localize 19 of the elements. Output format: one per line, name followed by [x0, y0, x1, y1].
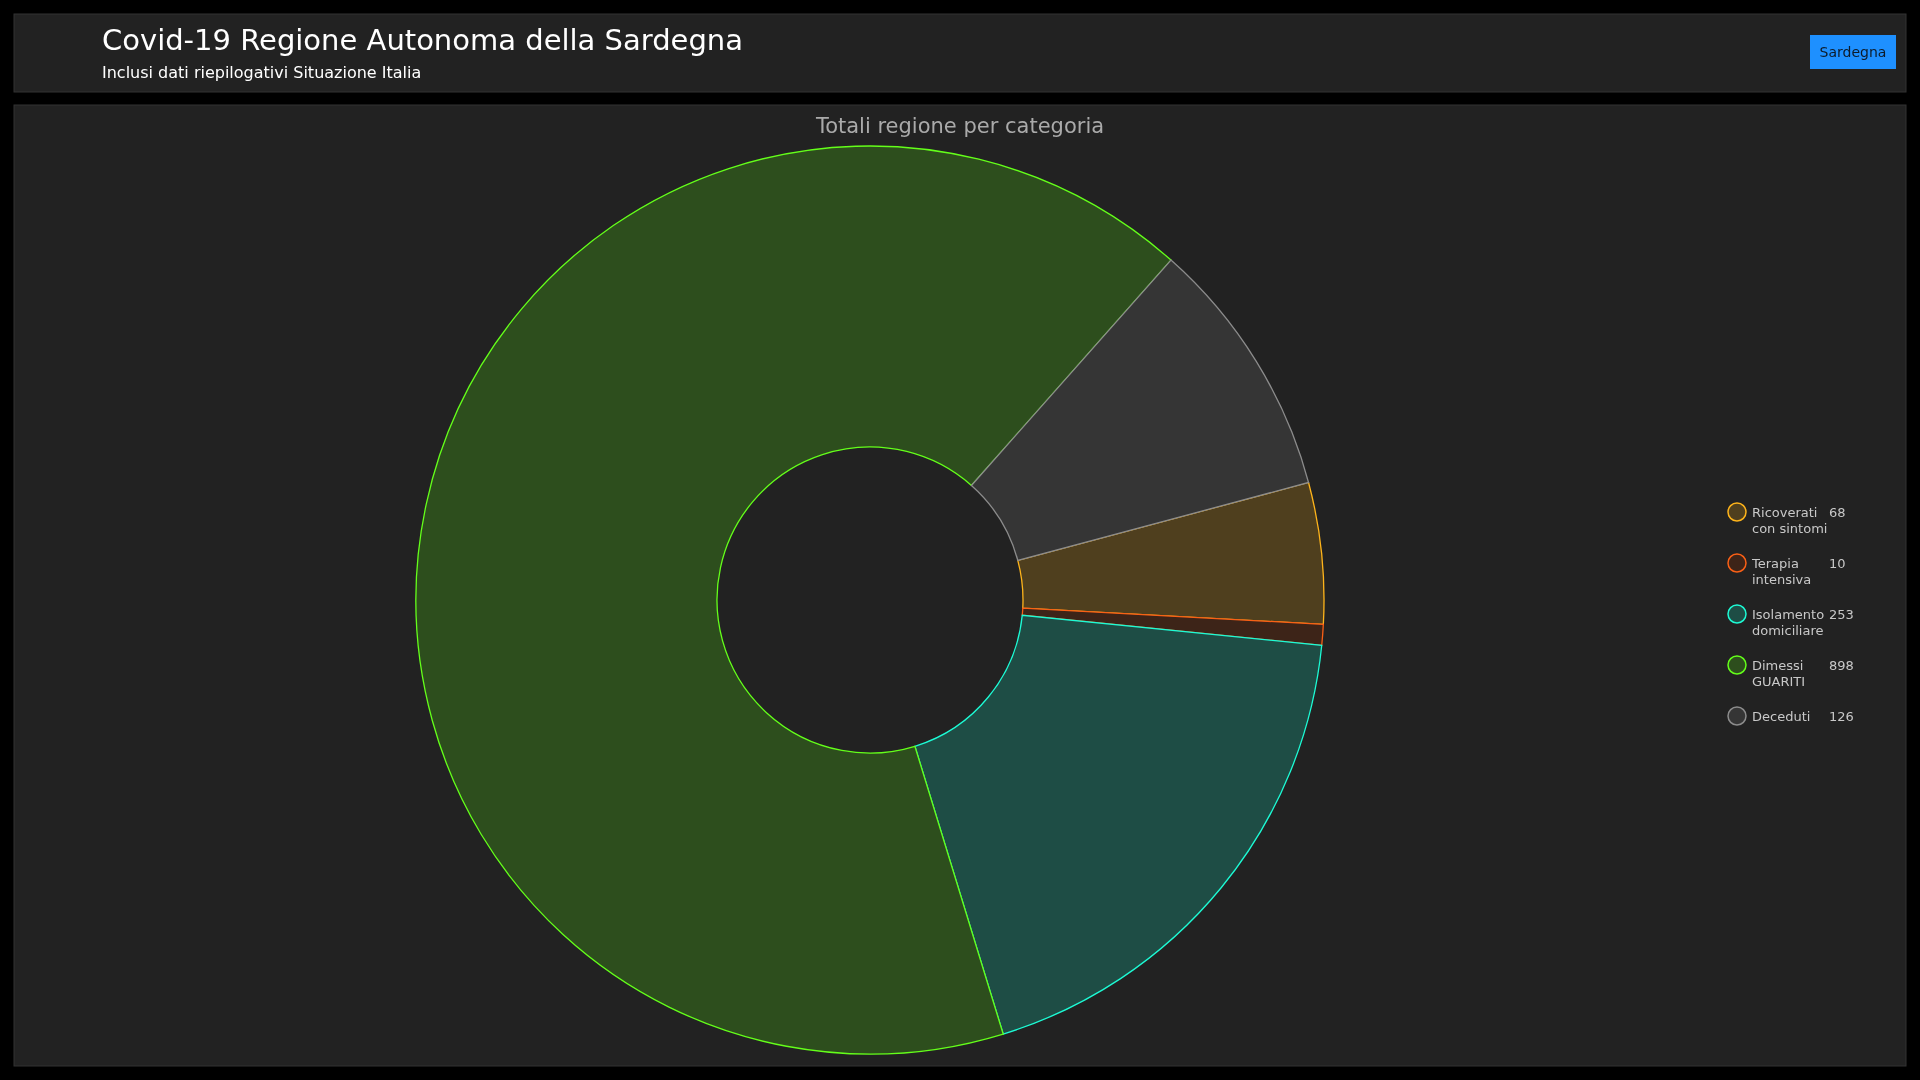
data-label: 68	[1829, 505, 1846, 520]
donut-slice	[1021, 607, 1324, 646]
legend-label: Dimessi GUARITI	[1752, 658, 1806, 689]
data-label: 10	[1829, 556, 1846, 571]
legend-label: Isolamento domiciliare	[1752, 607, 1825, 638]
chart-title: Covid-19 Regione Autonoma della Sardegna	[102, 23, 743, 57]
donut-slice	[970, 259, 1310, 562]
data-label: 898	[1829, 658, 1854, 673]
donut-slice	[1017, 481, 1325, 625]
legend-label: Ricoverati con sintomi	[1752, 505, 1828, 536]
data-label: 126	[1829, 709, 1854, 724]
donut-slice	[415, 145, 1172, 1055]
donut-slice	[914, 614, 1323, 1035]
text: Inclusi dati riepilogativi Situazione Italia	[102, 63, 422, 82]
legend-label: Terapia intensiva	[1751, 556, 1812, 587]
legend-label: Deceduti	[1752, 709, 1811, 724]
data-label: 253	[1829, 607, 1854, 622]
text: Sardegna	[1819, 44, 1887, 60]
text: Totali regione per categoria	[814, 114, 1105, 138]
